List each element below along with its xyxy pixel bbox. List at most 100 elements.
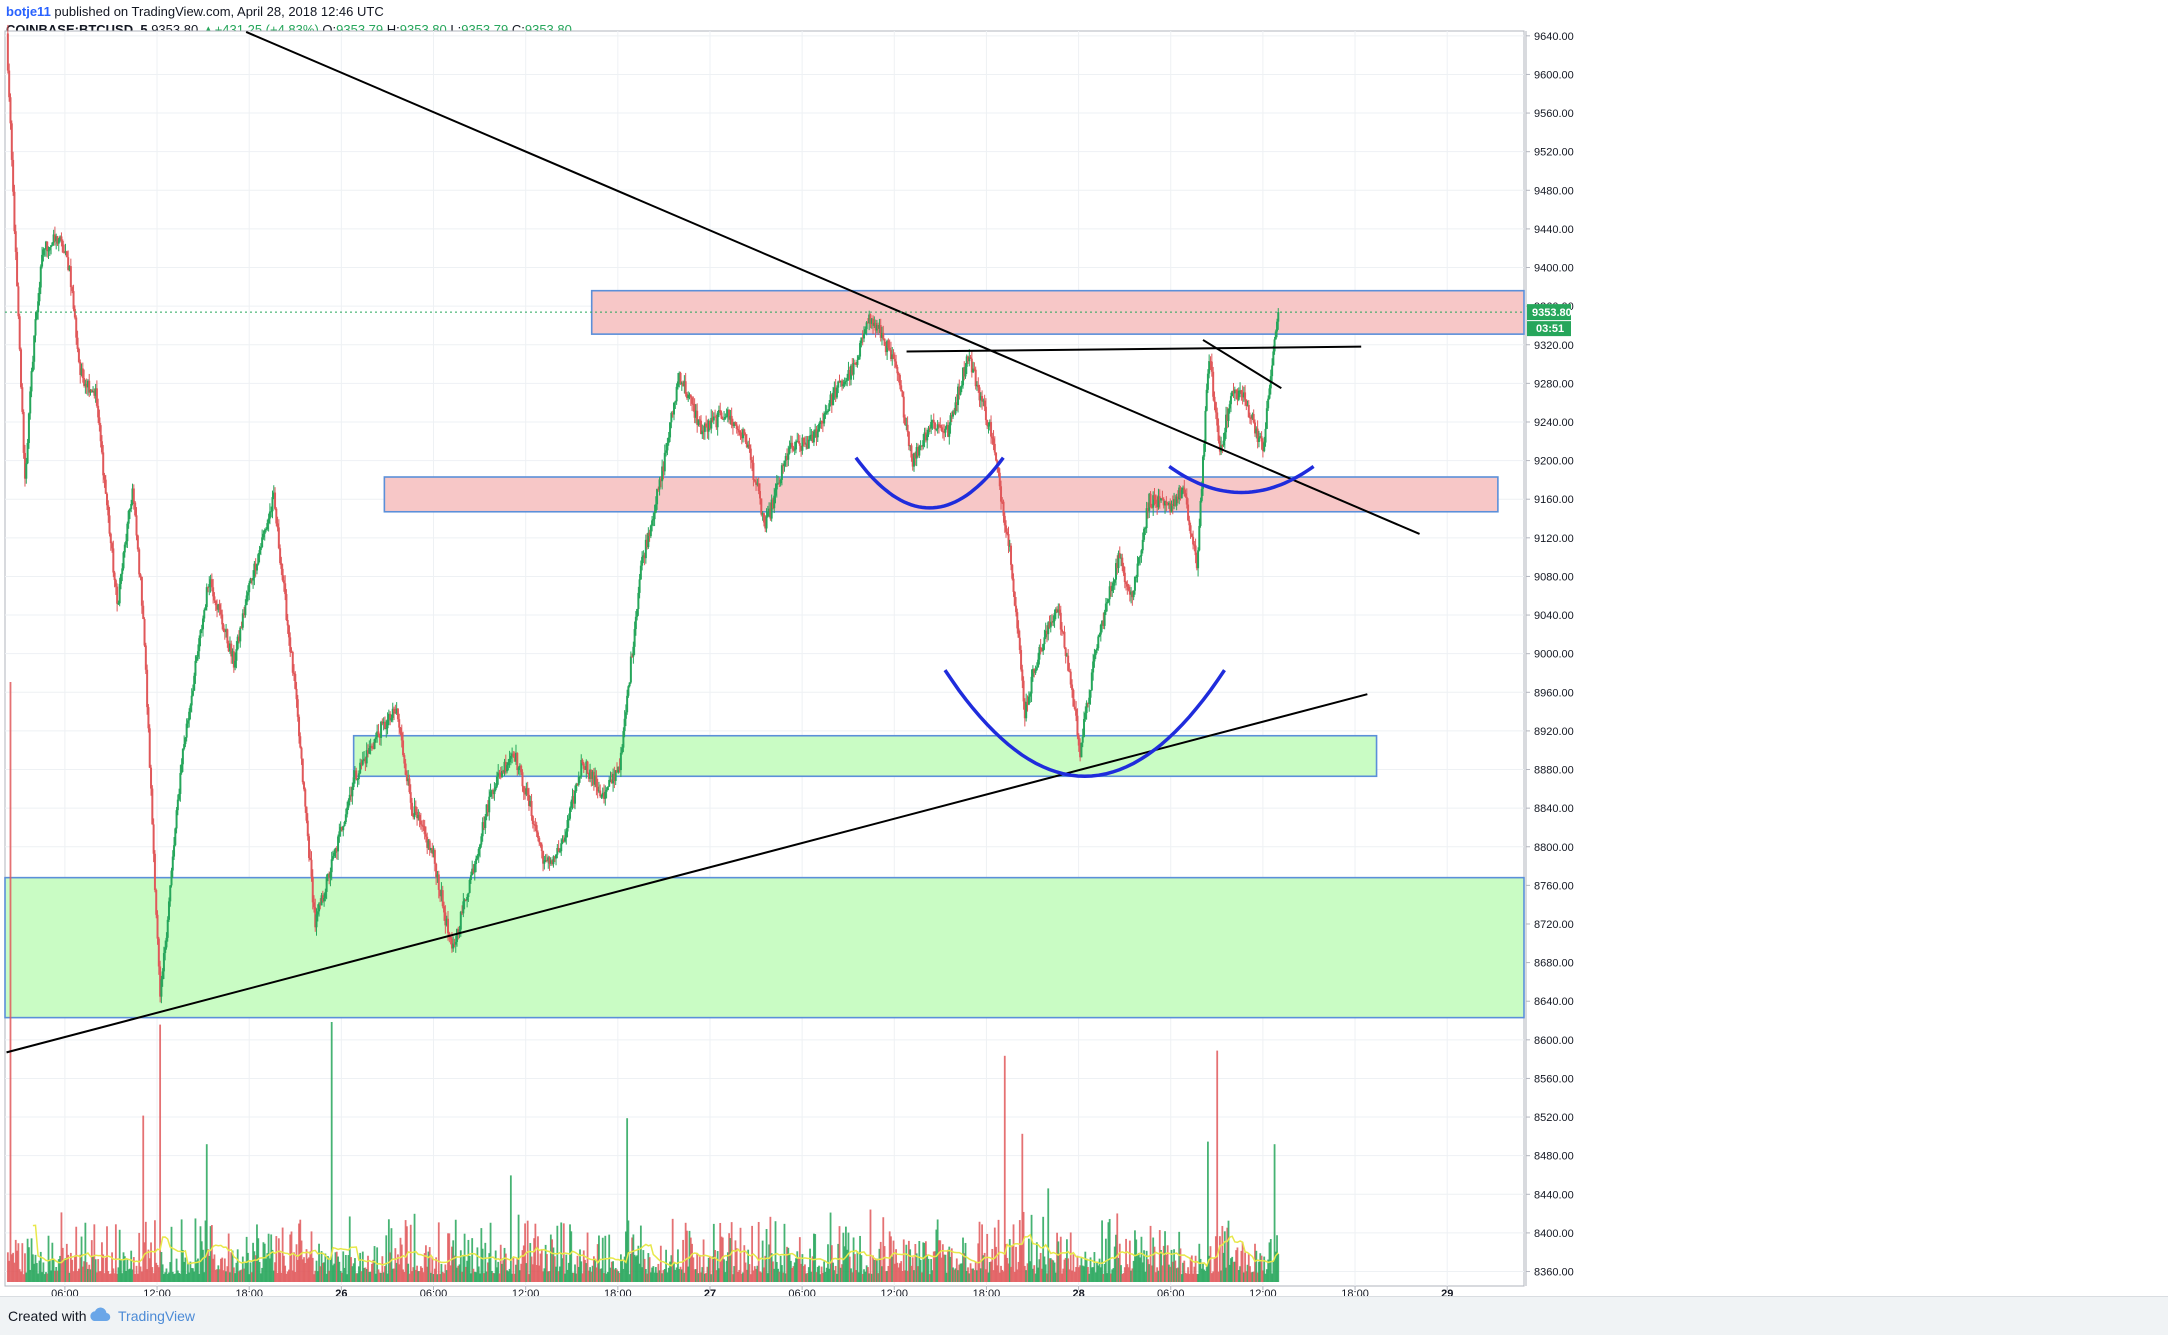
price-tick-label: 8560.00 [1534, 1073, 1574, 1085]
volume-bar [120, 1259, 122, 1282]
candle-body [335, 848, 338, 852]
volume-bar [9, 682, 12, 1282]
candle-body [305, 806, 308, 821]
price-tick-label: 9080.00 [1534, 571, 1574, 583]
candle-body [407, 778, 410, 782]
candle-body [1237, 390, 1240, 400]
volume-bar [60, 1212, 63, 1282]
volume-bar [421, 1267, 424, 1282]
candle-body [1210, 361, 1213, 372]
candle-body [1012, 578, 1015, 592]
candle-body [1039, 647, 1042, 651]
volume-bar [63, 1259, 66, 1282]
tradingview-brand[interactable]: TradingView [118, 1308, 196, 1324]
volume-bar [289, 1234, 292, 1282]
volume-bar [378, 1272, 381, 1282]
volume-bar [148, 1258, 151, 1282]
volume-bar [816, 1266, 819, 1282]
candle-body [619, 752, 622, 771]
volume-bar [102, 1254, 105, 1282]
author-link[interactable]: botje11 [6, 4, 51, 19]
volume-bar [990, 1261, 992, 1282]
low-support-zone [4, 876, 1525, 1019]
volume-bar [786, 1246, 788, 1282]
volume-bar [87, 1268, 89, 1282]
candle-body [848, 370, 851, 380]
candle-body [461, 911, 464, 914]
volume-bar [1261, 1270, 1264, 1282]
volume-bar [1228, 1264, 1231, 1282]
volume-bar [468, 1256, 471, 1282]
candle-body [261, 537, 264, 548]
volume-bar [34, 1254, 37, 1282]
volume-bar [985, 1269, 987, 1282]
candle-body [1253, 422, 1256, 434]
volume-bar [659, 1245, 662, 1282]
candle-body [291, 652, 294, 673]
candle-body [539, 842, 542, 845]
candle-body [910, 445, 913, 458]
volume-bar [279, 1252, 282, 1282]
price-chart[interactable]: 9640.009600.009560.009520.009480.009440.… [0, 0, 2168, 1296]
candle-body [1276, 321, 1279, 332]
volume-bar [130, 1250, 133, 1282]
candle-body [970, 358, 973, 373]
volume-bar [1080, 1258, 1083, 1282]
volume-bar [1207, 1141, 1209, 1282]
volume-bar [171, 1271, 174, 1282]
candle-body [993, 443, 996, 453]
candle-body [520, 765, 523, 773]
volume-bar [521, 1250, 524, 1282]
volume-bar [50, 1270, 52, 1282]
volume-bar [73, 1255, 76, 1282]
volume-bar [300, 1240, 303, 1282]
candle-body [426, 836, 429, 848]
volume-bar [263, 1243, 266, 1282]
volume-bar [907, 1240, 910, 1282]
candle-body [534, 824, 537, 826]
candle-body [617, 766, 620, 773]
time-tick-label: 18:00 [235, 1288, 263, 1296]
candle-body [743, 429, 746, 435]
volume-bar [747, 1249, 750, 1282]
candle-body [643, 555, 646, 559]
candle-body [136, 535, 139, 550]
candle-body [189, 705, 192, 712]
volume-bar [743, 1245, 746, 1282]
candle-body [417, 814, 420, 819]
candle-body [1248, 417, 1251, 419]
volume-bar [633, 1254, 636, 1282]
candle-body [57, 239, 60, 244]
volume-bar [703, 1273, 706, 1282]
volume-bar [261, 1267, 264, 1282]
volume-bar [906, 1270, 909, 1282]
candle-body [1236, 390, 1239, 400]
volume-bar [1244, 1252, 1246, 1282]
volume-bar [1185, 1273, 1188, 1282]
candle-body [249, 578, 252, 584]
candle-body [775, 483, 778, 490]
candle-body [205, 587, 208, 608]
volume-bar [623, 1256, 626, 1282]
volume-bar [1178, 1231, 1181, 1282]
candle-body [1141, 539, 1144, 551]
candle-body [1117, 553, 1120, 569]
volume-bar [772, 1261, 774, 1282]
candle-body [764, 522, 767, 529]
candle-body [285, 594, 288, 621]
volume-bar [539, 1253, 542, 1282]
candle-body [398, 719, 401, 728]
candle-body [525, 788, 528, 795]
candle-body [275, 508, 278, 524]
volume-bar [385, 1235, 388, 1282]
candle-body [30, 371, 33, 392]
volume-bar [1113, 1246, 1116, 1282]
candle-body [1136, 563, 1139, 577]
candle-body [457, 929, 460, 935]
volume-bar [735, 1248, 738, 1282]
volume-bar [1083, 1266, 1085, 1282]
candle-body [833, 387, 836, 393]
candle-body [1092, 661, 1095, 673]
shoulder-arc-right [1168, 464, 1315, 495]
volume-bar [221, 1257, 224, 1282]
